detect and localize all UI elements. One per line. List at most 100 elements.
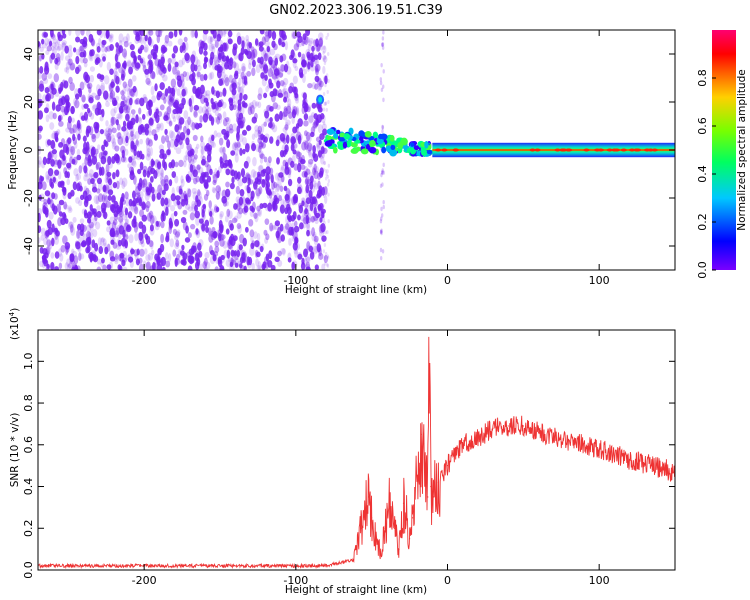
noise-cell [305,261,310,270]
noise-cell [149,176,154,183]
onset-blob [372,131,379,139]
band-peak [561,148,568,152]
noise-cell [187,99,192,107]
snr-line [38,336,675,570]
noise-cell [78,126,83,134]
noise-cell [231,88,237,96]
noise-cell [199,74,205,82]
y-tick-label: -40 [22,237,35,255]
noise-cell [124,212,129,219]
noise-cell [323,55,327,60]
noise-cell [128,66,133,75]
noise-cell [217,53,222,60]
noise-cell [280,234,285,242]
noise-cell [323,55,328,63]
noise-cell [74,88,79,98]
noise-cell [320,156,325,165]
noise-cell [195,228,199,235]
noise-cell [74,141,78,149]
noise-cell [92,255,99,263]
noise-cell [180,175,184,184]
noise-cell [230,257,234,267]
noise-cell [95,161,101,170]
noise-cell [305,214,310,225]
y-tick-label: 40 [22,47,35,61]
noise-cell [118,112,123,120]
noise-cell [163,179,170,186]
noise-cell [223,249,229,259]
noise-cell [278,195,283,202]
onset-blob [336,129,341,135]
noise-cell [319,42,324,51]
noise-cell [160,56,165,65]
noise-cell [318,170,324,178]
noise-cell [245,38,250,47]
noise-cell [258,141,264,150]
noise-cell [226,208,231,217]
noise-cell [292,106,298,116]
noise-cell [191,121,196,131]
noise-cell [283,63,289,73]
noise-cell [202,203,207,210]
noise-cell [290,138,297,144]
noise-cell [315,63,321,72]
noise-cell [104,169,110,178]
noise-cell [220,71,226,79]
noise-cell [253,212,258,219]
noise-cell [93,195,100,205]
noise-cell [157,220,161,228]
noise-cell [41,53,45,60]
noise-cell [68,58,73,66]
noise-cell [218,65,223,74]
noise-cell [115,169,120,178]
noise-cell [101,39,107,46]
noise-cell [322,128,328,136]
noise-cell [258,186,263,195]
noise-cell [312,245,318,255]
noise-cell [214,246,220,253]
noise-cell [147,30,153,34]
noise-cell [262,264,267,270]
noise-cell [41,181,47,191]
noise-cell [54,251,60,259]
noise-cell [141,214,148,222]
noise-cell [279,37,285,47]
noise-cell [268,78,272,86]
noise-cell [196,164,201,170]
snr-point [264,565,267,567]
noise-cell [54,91,60,97]
noise-cell [242,136,247,146]
noise-cell [102,264,107,270]
noise-cell [237,103,242,111]
noise-cell [313,238,319,246]
noise-cell [230,150,236,156]
snr-point [389,498,391,500]
noise-cell [46,263,50,269]
noise-cell [110,195,116,203]
noise-cell [282,87,288,95]
noise-cell [215,190,220,200]
noise-cell [213,54,219,64]
noise-cell [130,247,134,256]
noise-cell [160,233,165,244]
noise-cell [209,208,215,218]
noise-cell [297,133,303,141]
noise-cell [121,135,126,145]
noise-cell [183,155,188,163]
noise-cell [164,128,168,135]
noise-cell [313,170,319,180]
noise-cell [209,56,214,66]
noise-cell [108,34,113,41]
noise-cell [101,40,105,48]
noise-cell [321,235,327,242]
noise-cell [38,237,41,244]
noise-cell [79,81,85,91]
noise-cell [250,144,256,151]
noise-cell [81,103,85,110]
noise-cell [259,157,264,164]
noise-cell [185,225,189,234]
noise-cell [302,98,306,105]
noise-cell [38,110,44,120]
noise-cell [294,220,298,227]
noise-cell [142,165,148,173]
